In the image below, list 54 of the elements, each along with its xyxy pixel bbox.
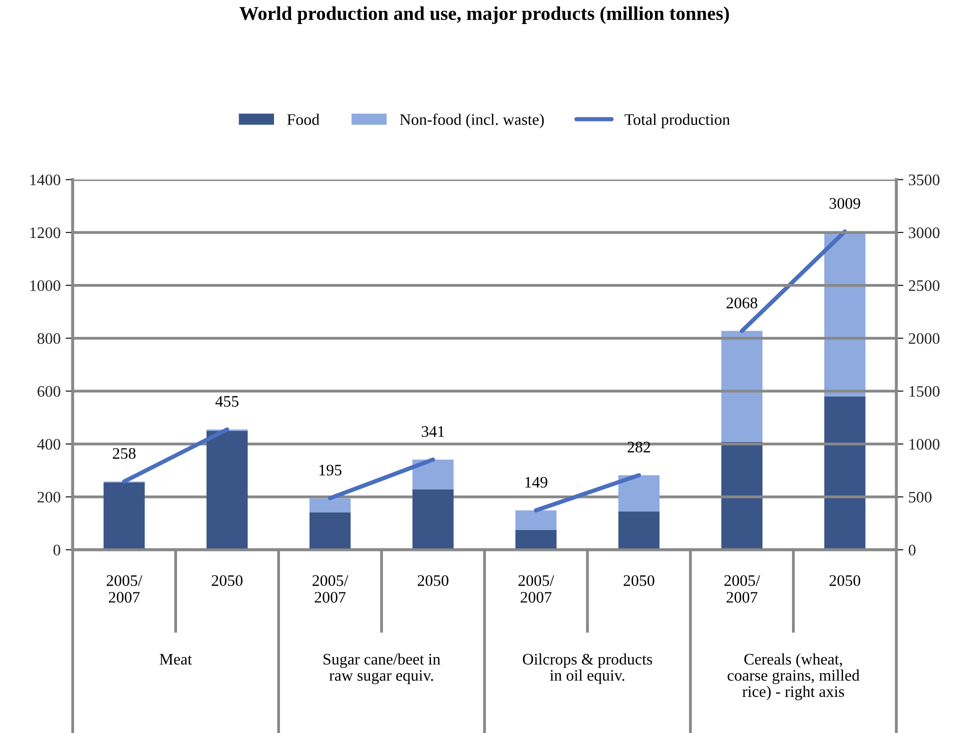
bar (515, 530, 557, 550)
data-label: 455 (215, 396, 238, 407)
x-tick-label: 2005/ 2007 (724, 575, 760, 603)
text: Meat (160, 654, 192, 665)
bar (618, 511, 660, 550)
data-label: 282 (628, 442, 650, 452)
x-tick-label: 2005/ 2007 (106, 575, 142, 603)
bar (721, 442, 762, 550)
y-tick-label: 1000 (30, 280, 60, 292)
y2-tick-label: 1500 (910, 386, 940, 397)
bar (104, 482, 145, 550)
x-tick-label: 2005/ 2007 (312, 575, 348, 603)
text: Oilcrops & products in oil equiv. (522, 653, 652, 684)
y-tick-label: 400 (37, 438, 60, 450)
bar (721, 330, 762, 442)
bar (412, 489, 454, 550)
bar (824, 231, 866, 396)
data-label: 258 (112, 448, 136, 459)
bar (206, 431, 248, 550)
y2-tick-label: 500 (909, 492, 932, 503)
legend-label: Food (287, 114, 320, 125)
data-label: 2068 (726, 298, 758, 308)
x-tick-label: 2050 (212, 575, 242, 586)
data-label: 3009 (830, 198, 860, 209)
y-tick-label: 1400 (30, 174, 60, 186)
y2-tick-label: 1000 (910, 438, 940, 450)
x-tick-label: 2050 (418, 575, 448, 586)
bar (824, 396, 866, 550)
bar (309, 512, 351, 550)
x-tick-label: 2005/ 2007 (518, 575, 554, 603)
y2-tick-label: 3000 (908, 227, 940, 238)
legend-label: Total production (624, 114, 730, 128)
y-tick-label: 0 (53, 544, 60, 556)
bar (618, 475, 660, 512)
x-tick-label: 2050 (830, 575, 860, 586)
bar (412, 460, 454, 490)
bar (309, 498, 351, 512)
chart-title: World production and use, major products (million tonnes) (240, 6, 729, 24)
y-tick-label: 600 (38, 386, 60, 397)
x-tick-label: 2050 (624, 575, 654, 586)
text: Sugar cane/beet in raw sugar equiv. (324, 653, 440, 684)
y-tick-label: 200 (38, 492, 60, 503)
y2-tick-label: 0 (908, 544, 916, 556)
y2-tick-label: 2000 (908, 333, 940, 344)
y-tick-label: 1200 (30, 227, 60, 238)
text: Cereals (wheat, coarse grains, milled rice) - right axis (728, 653, 860, 700)
y2-tick-label: 2500 (908, 280, 940, 292)
data-label: 195 (319, 464, 342, 476)
y2-tick-label: 3500 (908, 174, 940, 186)
y-tick-label: 800 (38, 333, 60, 344)
data-label: 341 (422, 426, 444, 437)
bar (515, 510, 557, 530)
data-label: 149 (525, 476, 548, 488)
legend-label: Non-food (incl. waste) (400, 114, 544, 128)
